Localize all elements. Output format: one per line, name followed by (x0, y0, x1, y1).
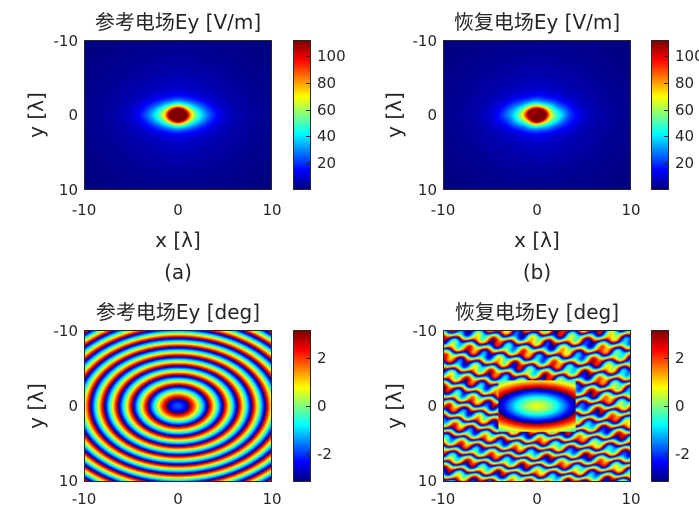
colorbar-tick-mark (306, 136, 311, 138)
y-tick-label: 0 (68, 397, 78, 415)
chart-title: 参考电场Ey [deg] (95, 300, 261, 324)
colorbar-tick-mark (306, 56, 311, 58)
heatmap-plot (84, 330, 272, 482)
y-tick-label: 10 (417, 472, 437, 490)
x-axis-label: x [λ] (155, 228, 201, 252)
x-tick-label: -10 (430, 201, 456, 219)
colorbar-tick-label: 80 (675, 73, 695, 92)
y-tick-label: -10 (412, 32, 438, 50)
colorbar-tick-label: 20 (675, 154, 695, 173)
subfigure-caption: (a) (164, 260, 192, 284)
y-tick-label: 0 (68, 106, 78, 124)
x-tick-label: 0 (173, 490, 183, 508)
colorbar-tick-label: 60 (317, 100, 337, 119)
colorbar-tick-mark (306, 357, 311, 359)
colorbar-tick-mark (664, 136, 669, 138)
colorbar-tick-mark (664, 109, 669, 111)
heatmap-plot (443, 40, 631, 190)
colorbar (651, 40, 669, 190)
heatmap-plot (84, 40, 272, 190)
colorbar-tick-mark (306, 163, 311, 165)
colorbar-tick-label: 60 (675, 100, 695, 119)
colorbar-tick-label: 0 (675, 397, 685, 415)
colorbar-tick-mark (664, 406, 669, 407)
y-tick-label: -10 (53, 32, 79, 50)
y-tick-label: 0 (427, 106, 437, 124)
y-tick-label: 0 (427, 397, 437, 415)
colorbar (293, 40, 311, 190)
colorbar-tick-mark (306, 109, 311, 111)
colorbar-tick-mark (664, 82, 669, 84)
chart-title: 恢复电场Ey [V/m] (453, 10, 621, 34)
colorbar-tick-label: 40 (675, 127, 695, 146)
y-axis-label: y [λ] (382, 92, 406, 138)
colorbar-tick-mark (306, 406, 311, 407)
colorbar-tick-label: 20 (317, 154, 337, 173)
colorbar-tick-mark (306, 82, 311, 84)
x-tick-label: 10 (262, 490, 282, 508)
y-axis-label: y [λ] (382, 383, 406, 429)
colorbar-tick-label: 40 (317, 127, 337, 146)
colorbar-tick-label: 100 (317, 47, 346, 66)
colorbar-tick-label: 0 (317, 397, 327, 415)
x-tick-label: 0 (532, 201, 542, 219)
chart-title: 恢复电场Ey [deg] (454, 300, 620, 324)
colorbar-tick-label: 100 (675, 47, 699, 66)
y-tick-label: -10 (53, 322, 79, 340)
heatmap-plot (443, 330, 631, 482)
chart-title: 参考电场Ey [V/m] (94, 10, 262, 34)
x-tick-label: -10 (71, 201, 97, 219)
colorbar-tick-mark (664, 56, 669, 58)
colorbar-tick-label: 2 (675, 348, 685, 367)
x-tick-label: 10 (262, 201, 282, 219)
y-tick-label: 10 (417, 181, 437, 199)
colorbar-tick-label: 2 (317, 348, 327, 367)
y-axis-label: y [λ] (24, 383, 48, 429)
y-tick-label: -10 (412, 322, 438, 340)
x-tick-label: 10 (621, 201, 641, 219)
colorbar-tick-mark (664, 454, 669, 456)
colorbar-tick-mark (664, 357, 669, 359)
x-tick-label: 0 (173, 201, 183, 219)
colorbar-tick-label: -2 (675, 445, 690, 464)
x-tick-label: -10 (430, 490, 456, 508)
x-axis-label: x [λ] (514, 228, 560, 252)
y-axis-label: y [λ] (24, 92, 48, 138)
x-tick-label: -10 (71, 490, 97, 508)
colorbar-tick-mark (306, 454, 311, 456)
colorbar-tick-label: -2 (317, 445, 332, 464)
x-tick-label: 10 (621, 490, 641, 508)
colorbar-tick-label: 80 (317, 73, 337, 92)
y-tick-label: 10 (58, 181, 78, 199)
y-tick-label: 10 (58, 472, 78, 490)
colorbar-tick-mark (664, 163, 669, 165)
x-tick-label: 0 (532, 490, 542, 508)
subfigure-caption: (b) (522, 260, 552, 284)
